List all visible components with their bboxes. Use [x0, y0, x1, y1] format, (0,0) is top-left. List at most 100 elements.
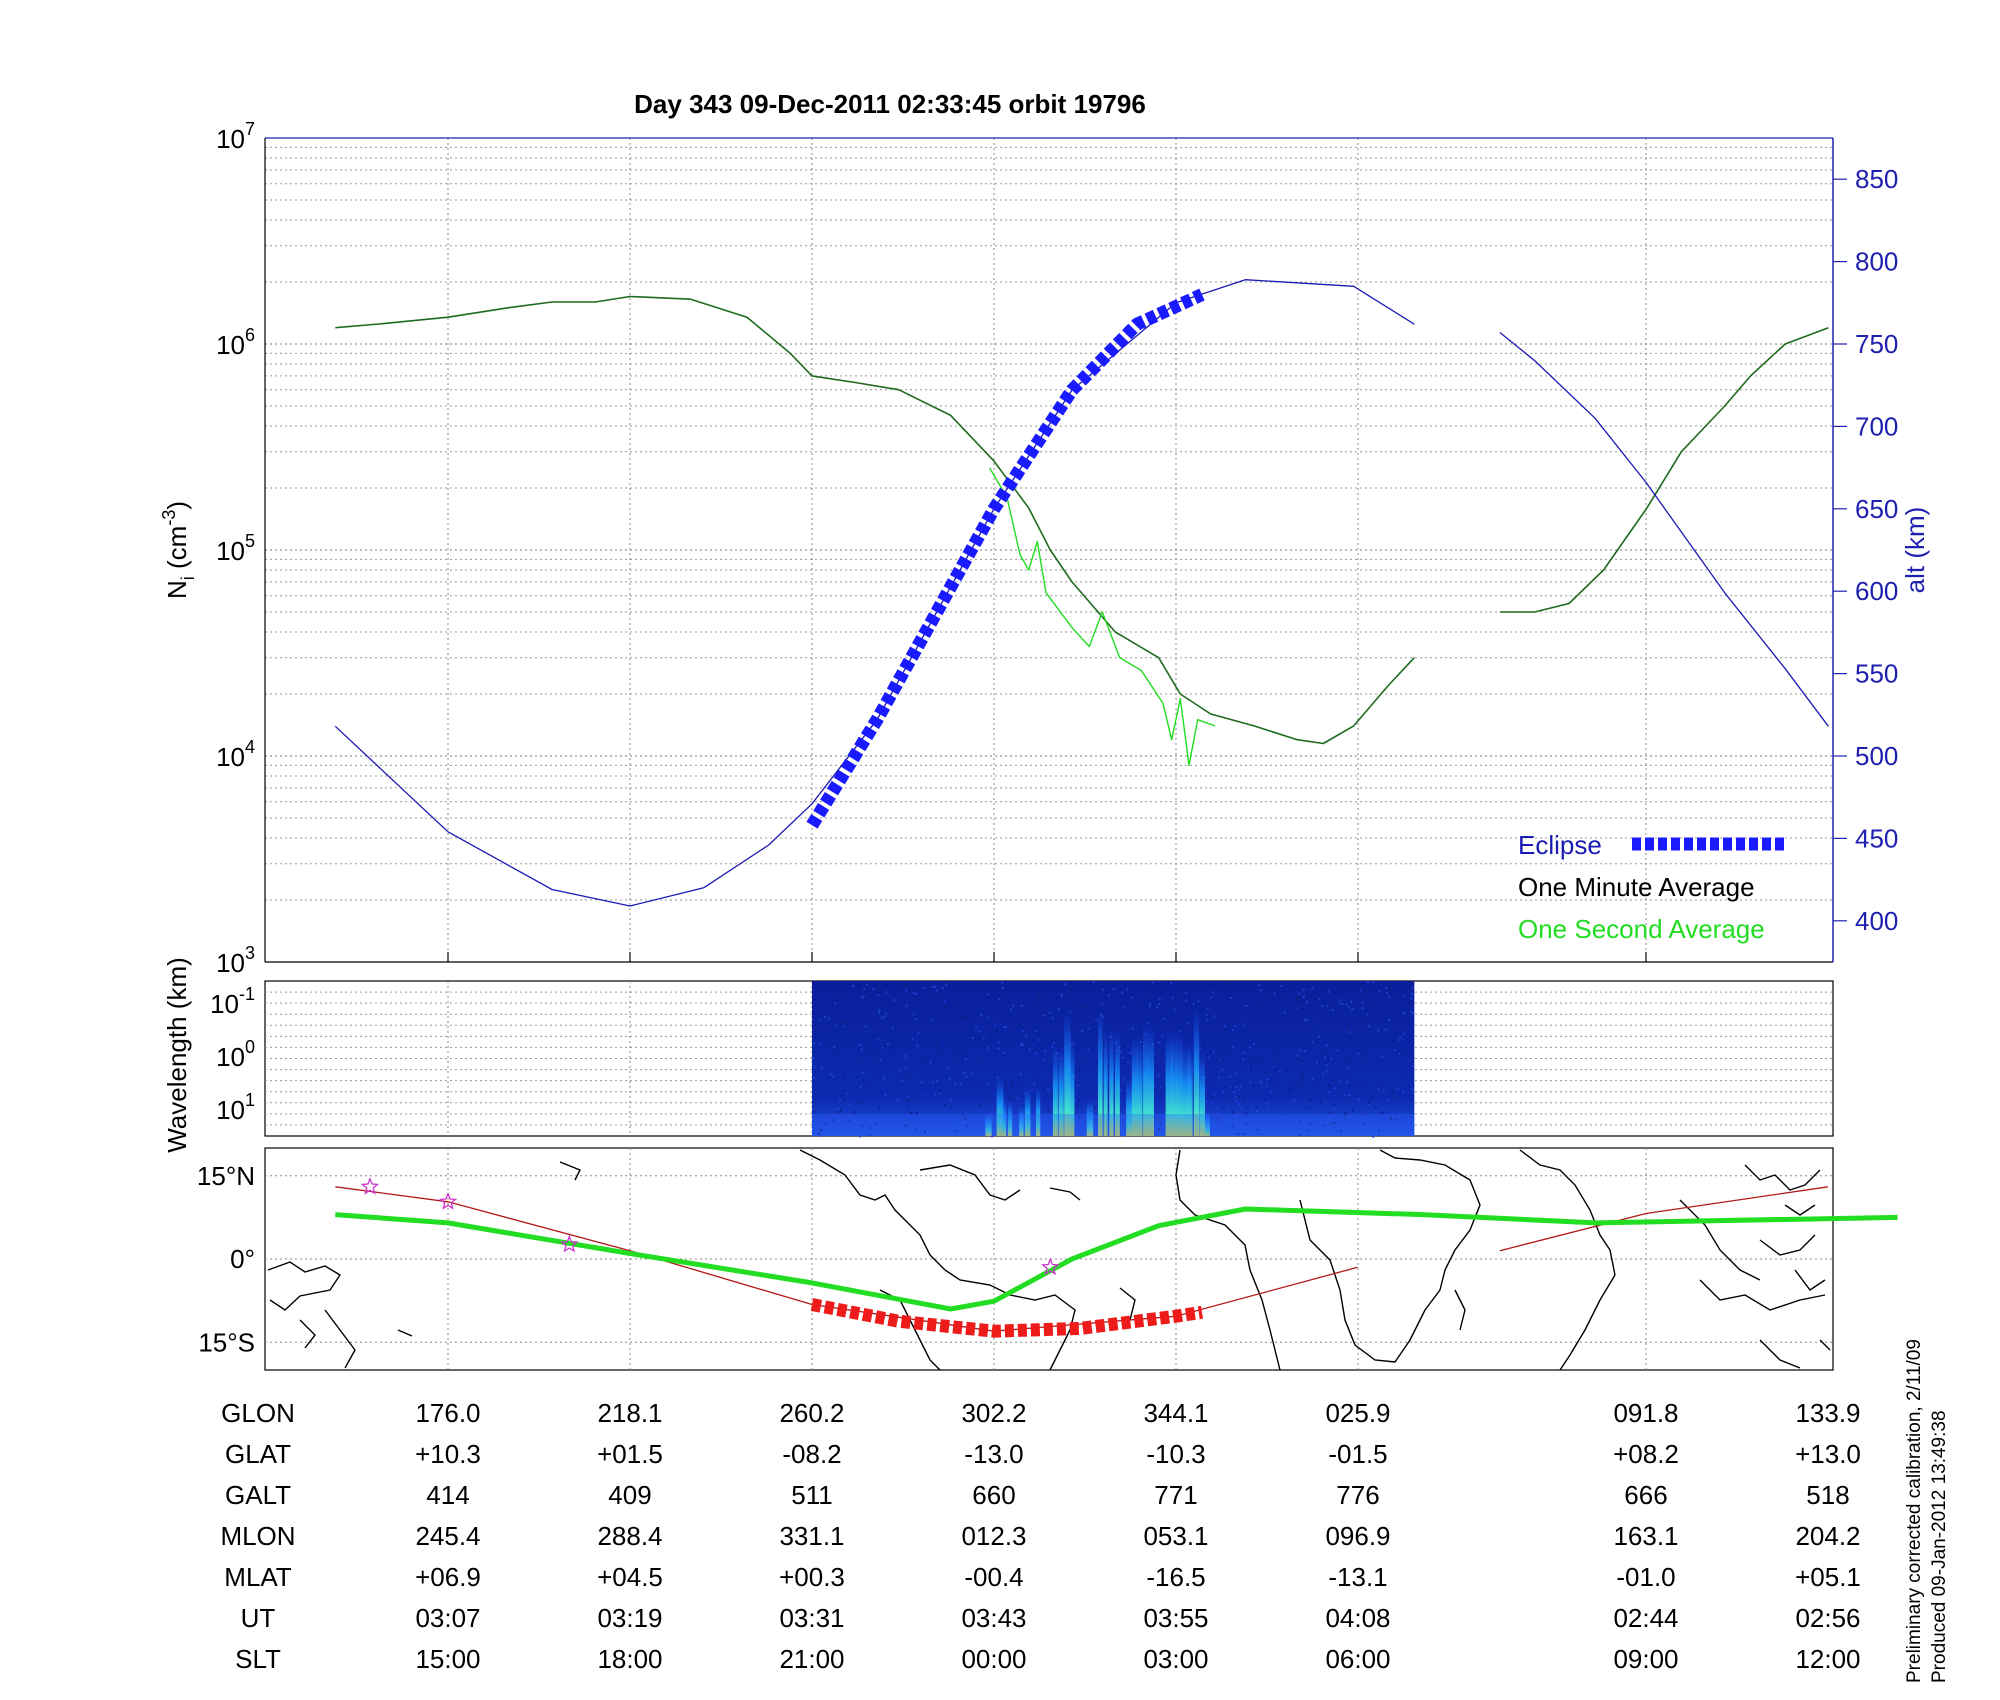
spectrogram-speckle — [820, 1129, 823, 1132]
spectrogram-speckle — [1303, 1053, 1306, 1056]
spectrogram-speckle — [1389, 1013, 1392, 1016]
spectrogram-speckle — [1280, 1089, 1283, 1092]
spectrogram-speckle — [1119, 1089, 1122, 1092]
spectrogram-speckle — [922, 1114, 925, 1117]
spectrogram-speckle — [938, 1094, 941, 1097]
spectrogram-speckle — [1349, 1041, 1352, 1044]
spectrogram-speckle — [1021, 1029, 1024, 1032]
spectrogram-speckle — [1358, 1098, 1361, 1101]
spectrogram-speckle — [1343, 1114, 1346, 1117]
spectrogram-speckle — [1356, 1097, 1359, 1100]
spectrogram-speckle — [1254, 1007, 1257, 1010]
spectrogram-speckle — [1381, 1055, 1384, 1058]
y2tick-label: 400 — [1855, 906, 1898, 936]
spectrogram-speckle — [1359, 989, 1362, 992]
spectrogram-speckle — [1342, 1076, 1345, 1079]
spectrogram-speckle — [1411, 1064, 1414, 1067]
spectrogram-speckle — [813, 1042, 816, 1045]
spectrogram-speckle — [817, 1132, 820, 1135]
spectrogram-speckle — [1411, 1087, 1414, 1090]
spectrogram-speckle — [1286, 1069, 1289, 1072]
spectrogram-speckle — [1381, 1095, 1384, 1098]
spectrogram-speckle — [1305, 1039, 1308, 1042]
spectrogram-speckle — [1207, 1056, 1210, 1059]
coastline — [299, 1319, 316, 1349]
spectrogram-speckle — [1228, 1051, 1231, 1054]
spectrogram-speckle — [1087, 1048, 1090, 1051]
spectrogram-speckle — [955, 1129, 958, 1132]
spectrogram-speckle — [1028, 1048, 1031, 1051]
table-cell: 03:31 — [779, 1603, 844, 1633]
y2tick-label: 750 — [1855, 329, 1898, 359]
spectrogram-speckle — [1274, 1036, 1277, 1039]
spectrogram-speckle — [943, 1000, 946, 1003]
spectrogram-speckle — [1338, 1080, 1341, 1083]
spectrogram-speckle — [1078, 1069, 1081, 1072]
spectrogram-speckle — [1271, 1075, 1274, 1078]
spectrogram-speckle — [878, 1009, 881, 1012]
table-cell: 02:44 — [1613, 1603, 1678, 1633]
spectrogram-speckle — [1377, 1129, 1380, 1132]
spectrogram-speckle — [861, 1124, 864, 1127]
spectrogram-speckle — [1362, 996, 1365, 999]
spectrogram-speckle — [1412, 1012, 1415, 1015]
spectrogram-speckle — [1159, 1041, 1161, 1044]
spectrogram-speckle — [1079, 1005, 1082, 1008]
spectrogram-speckle — [1266, 1102, 1269, 1105]
spectrogram-speckle — [1223, 1099, 1226, 1102]
spectrogram-speckle — [1339, 1114, 1342, 1117]
spectrogram-speckle — [1401, 1111, 1404, 1114]
spectrogram-speckle — [912, 1013, 915, 1016]
table-cell: 511 — [791, 1480, 832, 1510]
map-ytick-labels: 15°N 0° 15°S — [197, 1161, 255, 1358]
spectrogram-speckle — [881, 1047, 884, 1050]
spectrogram-speckle — [1348, 1031, 1351, 1034]
spectrogram-speckle — [1410, 1010, 1413, 1013]
spectrogram-speckle — [858, 1044, 861, 1047]
spectrogram-speckle — [961, 1093, 964, 1096]
spectrogram-ytick-label: 100 — [216, 1037, 255, 1072]
spectrogram-speckle — [1073, 1042, 1076, 1045]
coastline — [919, 1164, 1021, 1201]
spectrogram-speckle — [1224, 1024, 1227, 1027]
spectrogram-speckle — [1393, 1049, 1396, 1052]
spectrogram-speckle — [1228, 1086, 1231, 1089]
spectrogram-speckle — [1302, 988, 1305, 991]
spectrogram-speckle — [1233, 1090, 1236, 1093]
spectrogram-speckle — [1381, 1112, 1384, 1115]
spectrogram-speckle — [1217, 1117, 1220, 1120]
spectrogram-speckle — [1302, 1009, 1305, 1012]
coastline — [1679, 1199, 1761, 1281]
density-ylabel: Ni (cm-3) — [159, 501, 198, 599]
spectrogram-speckle — [1316, 1060, 1319, 1063]
spectrogram-speckle — [859, 1086, 862, 1089]
spectrogram-speckle — [1106, 981, 1109, 984]
spectrogram-speckle — [986, 1049, 989, 1052]
spectrogram-speckle — [1377, 1029, 1380, 1032]
spectrogram-speckle — [1034, 1047, 1037, 1050]
spectrogram-speckle — [1347, 1005, 1350, 1008]
spectrogram-speckle — [1301, 1072, 1304, 1075]
spectrogram-speckle — [896, 1098, 899, 1101]
spectrogram-speckle — [820, 1067, 823, 1070]
spectrogram-speckle — [1388, 996, 1391, 999]
spectrogram-speckle — [911, 1037, 914, 1040]
spectrogram-burst — [1143, 1023, 1149, 1136]
spectrogram-speckle — [1247, 1065, 1250, 1068]
spectrogram-speckle — [1348, 1027, 1351, 1030]
spectrogram-speckle — [843, 1025, 846, 1028]
spectrogram-speckle — [833, 1046, 836, 1049]
spectrogram-speckle — [1305, 1019, 1308, 1022]
spectrogram-speckle — [987, 1026, 990, 1029]
spectrogram-ylabel: Wavelength (km) — [162, 957, 192, 1153]
spectrogram-speckle — [1372, 1135, 1375, 1138]
spectrogram-speckle — [908, 1071, 911, 1074]
spectrogram-speckle — [877, 986, 880, 989]
spectrogram-speckle — [987, 1083, 990, 1086]
spectrogram-speckle — [942, 1037, 945, 1040]
spectrogram-speckle — [1005, 1086, 1008, 1089]
star-marker — [360, 1177, 380, 1195]
spectrogram-speckle — [971, 1071, 974, 1074]
map-ytick-label: 15°S — [198, 1327, 255, 1357]
spectrogram-speckle — [985, 1045, 988, 1048]
